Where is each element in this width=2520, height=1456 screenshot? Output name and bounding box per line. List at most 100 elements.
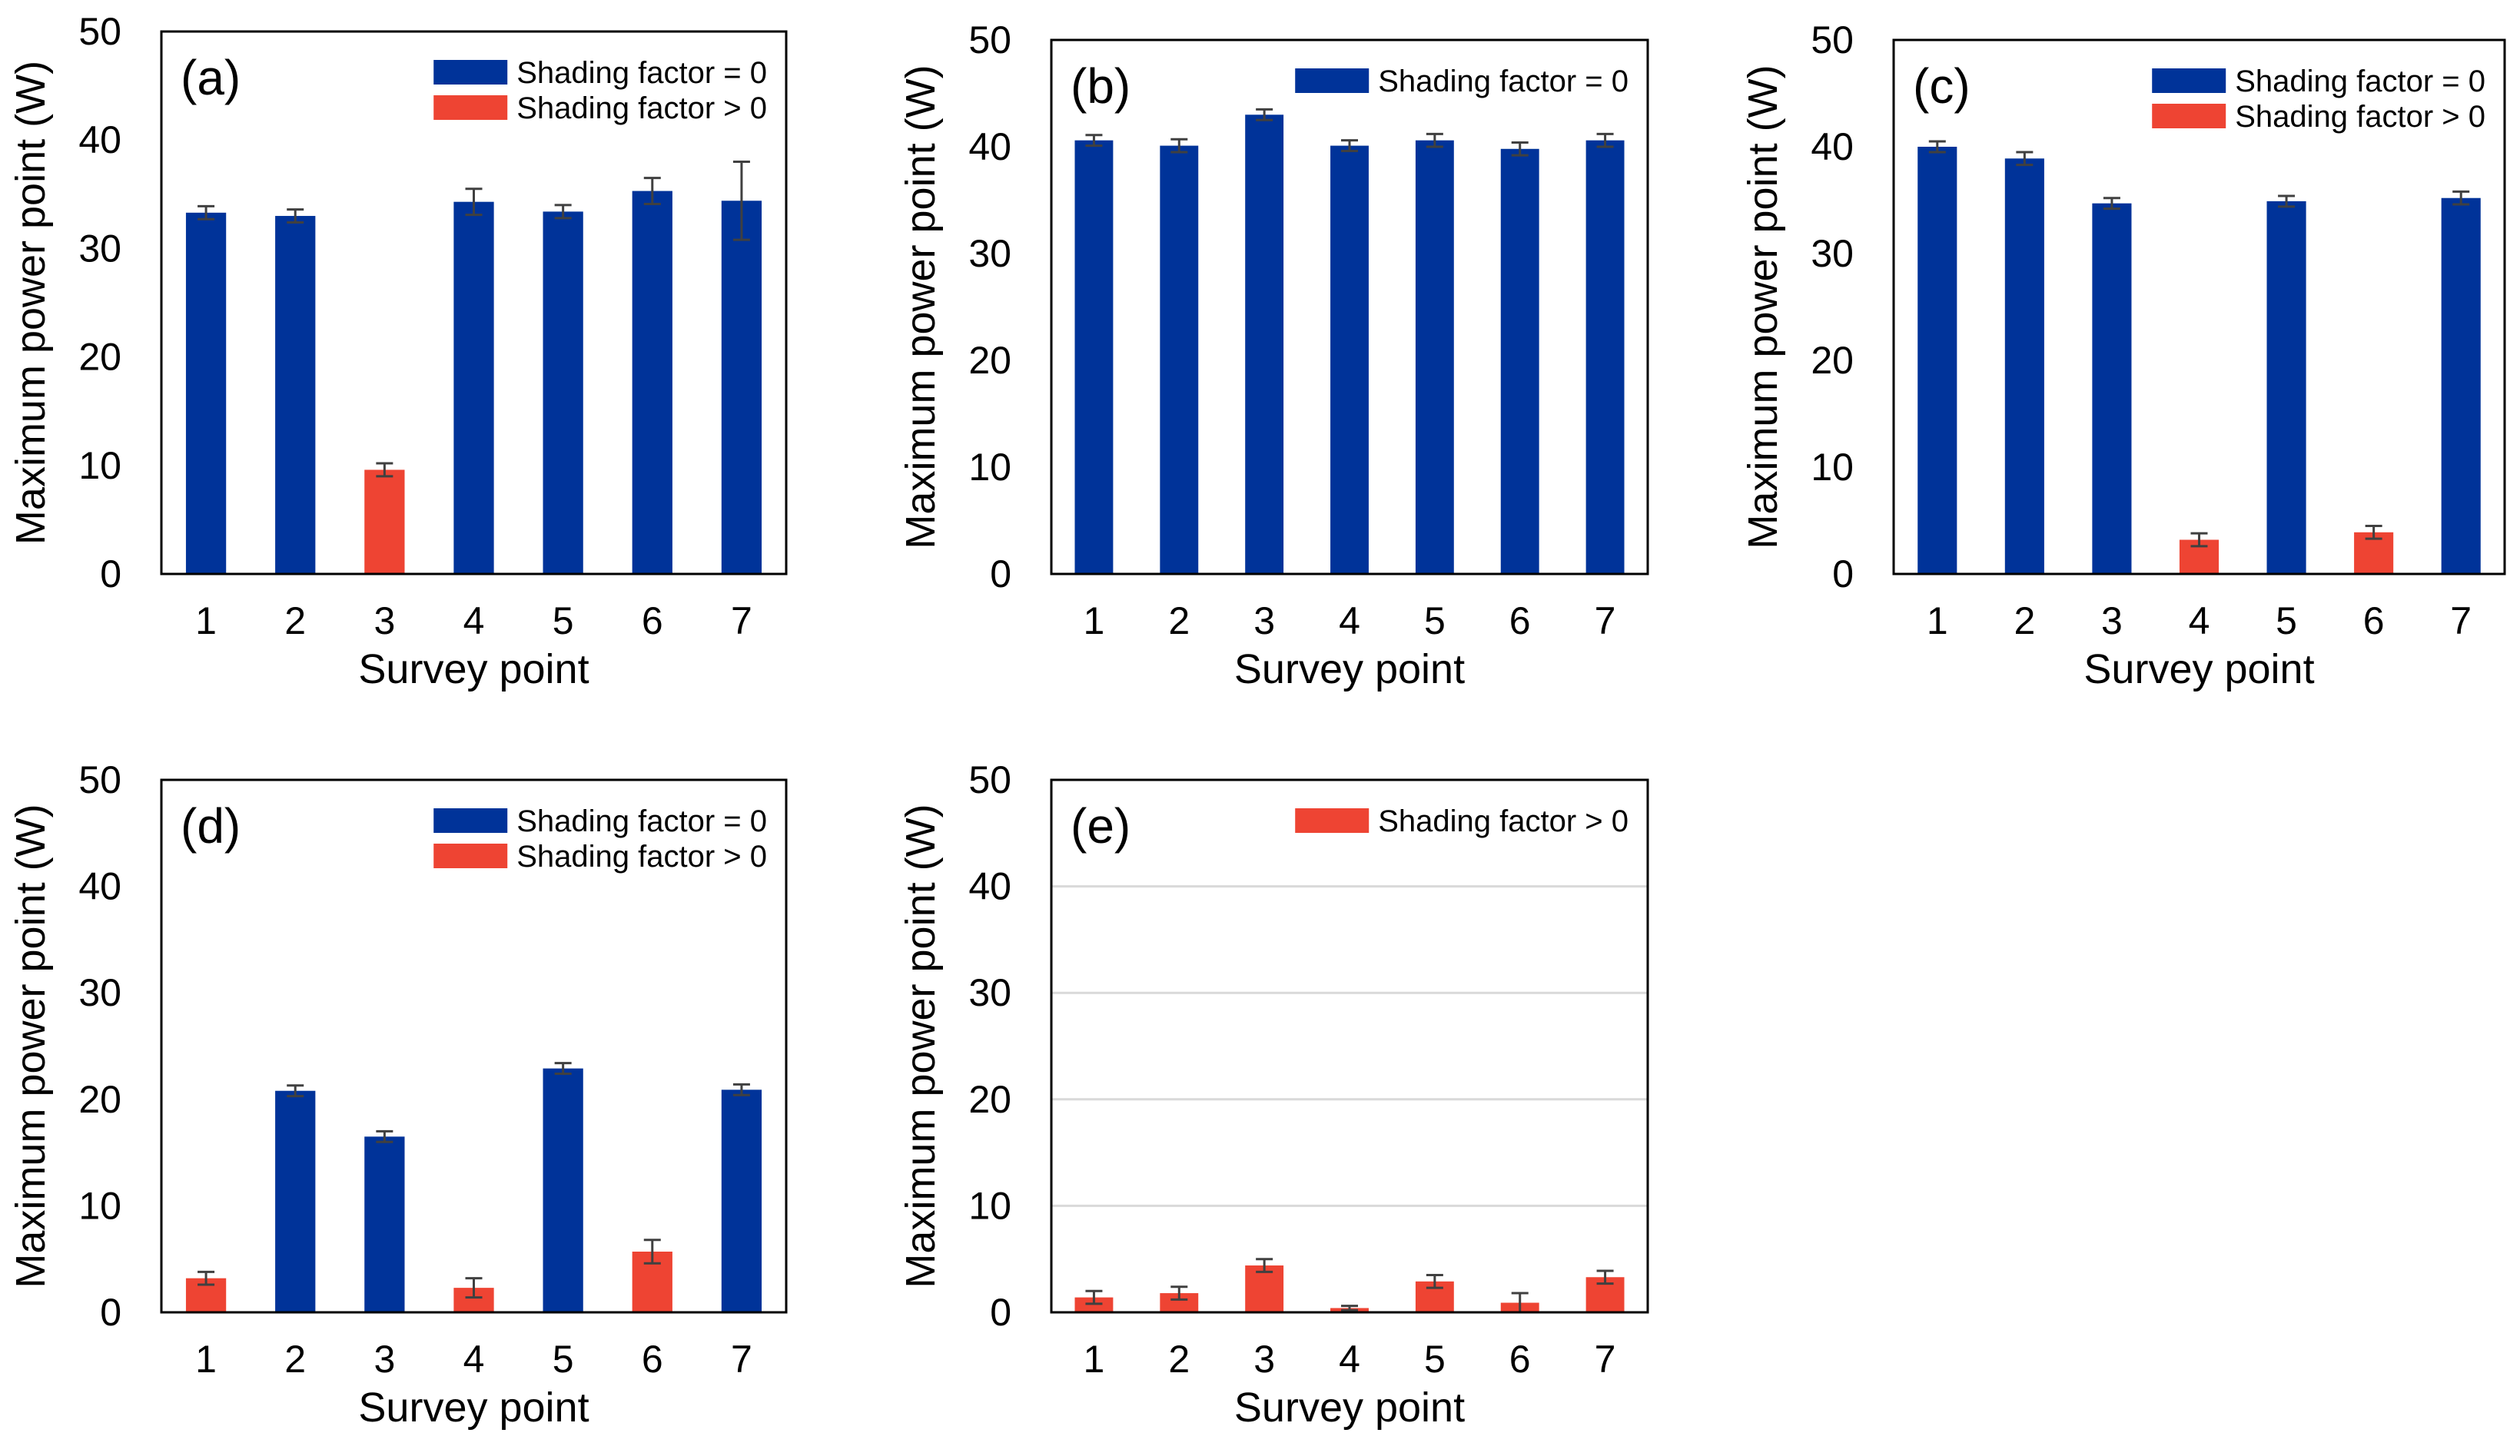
x-tick-label: 6 <box>642 599 663 642</box>
panel-label: (e) <box>1071 798 1131 854</box>
chart-panel-a: 1 2 3 4 5 6 7 0 10 20 30 40 50 Survey point Maximum po… <box>8 10 788 692</box>
y-axis-title: Maximum power point (W) <box>898 804 944 1288</box>
y-tick-label: 0 <box>100 1291 121 1334</box>
y-tick-label: 30 <box>1811 232 1854 275</box>
y-tick-label: 30 <box>968 971 1011 1014</box>
x-axis-title: Survey point <box>2083 646 2314 692</box>
chart-panel-c: 1 2 3 4 5 6 7 0 10 20 30 40 50 Survey point Maximum po… <box>1740 18 2506 692</box>
legend-swatch <box>433 844 508 868</box>
y-axis-title: Maximum power point (W) <box>1740 65 1786 549</box>
bar <box>1917 147 1957 574</box>
plot-frame <box>1050 778 1649 1314</box>
y-tick-label: 0 <box>1832 552 1854 595</box>
x-tick-label: 3 <box>2101 599 2123 642</box>
panel-label: (a) <box>181 50 241 105</box>
y-tick-label: 40 <box>968 865 1011 908</box>
y-tick-label: 30 <box>78 971 121 1014</box>
x-tick-label: 4 <box>1339 1338 1360 1381</box>
x-tick-label: 6 <box>1509 1338 1531 1381</box>
bar <box>543 211 583 574</box>
plot-frame <box>1892 38 2506 575</box>
legend-swatch <box>2152 68 2226 93</box>
y-tick-label: 10 <box>1811 446 1854 489</box>
legend-swatch <box>433 60 508 85</box>
y-tick-label: 20 <box>1811 339 1854 382</box>
x-axis-title: Survey point <box>1234 646 1465 692</box>
x-tick-label: 5 <box>2276 599 2297 642</box>
bar <box>2004 158 2044 575</box>
x-tick-label: 4 <box>463 1338 485 1381</box>
y-tick-label: 10 <box>968 1184 1011 1227</box>
legend-label: Shading factor = 0 <box>1378 65 1629 98</box>
y-tick-label: 40 <box>968 125 1011 168</box>
x-tick-label: 7 <box>731 599 752 642</box>
legend-label: Shading factor > 0 <box>516 91 767 125</box>
x-tick-label: 1 <box>1084 1338 1105 1381</box>
bar <box>364 1136 405 1312</box>
x-tick-label: 6 <box>642 1338 663 1381</box>
legend-swatch <box>433 808 508 833</box>
x-tick-label: 5 <box>553 1338 574 1381</box>
bar <box>1585 140 1625 574</box>
x-axis-title: Survey point <box>358 646 589 692</box>
legend-label: Shading factor = 0 <box>516 804 767 838</box>
legend-label: Shading factor > 0 <box>516 840 767 874</box>
y-tick-label: 40 <box>78 865 121 908</box>
x-tick-label: 7 <box>2450 599 2472 642</box>
x-axis-title: Survey point <box>358 1385 589 1431</box>
bar <box>1415 140 1454 574</box>
y-tick-label: 20 <box>968 339 1011 382</box>
x-tick-label: 7 <box>731 1338 752 1381</box>
y-tick-label: 40 <box>1811 125 1854 168</box>
bar <box>1245 114 1284 575</box>
x-tick-label: 4 <box>1339 599 1360 642</box>
x-tick-label: 2 <box>1168 1338 1190 1381</box>
y-axis-title: Maximum power point (W) <box>8 61 54 545</box>
legend-label: Shading factor = 0 <box>516 56 767 90</box>
panel-label: (b) <box>1071 58 1131 114</box>
bar <box>2266 201 2306 574</box>
legend-label: Shading factor > 0 <box>2235 100 2485 134</box>
bar <box>721 201 762 574</box>
bar <box>1500 148 1539 574</box>
y-tick-label: 50 <box>968 18 1011 61</box>
legend-swatch <box>1295 68 1370 93</box>
x-tick-label: 3 <box>374 1338 395 1381</box>
y-tick-label: 50 <box>1811 18 1854 61</box>
y-tick-label: 0 <box>990 552 1011 595</box>
bar <box>632 191 672 574</box>
y-tick-label: 20 <box>78 336 121 379</box>
bar <box>364 469 405 574</box>
bar <box>543 1068 583 1312</box>
chart-panel-d: 1 2 3 4 5 6 7 0 10 20 30 40 50 Survey point Maximum po… <box>8 758 788 1431</box>
x-tick-label: 5 <box>1424 599 1446 642</box>
y-axis-title: Maximum power point (W) <box>898 65 944 549</box>
x-tick-label: 1 <box>195 1338 217 1381</box>
x-tick-label: 7 <box>1595 1338 1616 1381</box>
plot-frame <box>160 778 788 1314</box>
y-tick-label: 0 <box>100 552 121 595</box>
x-tick-label: 3 <box>1253 599 1275 642</box>
x-tick-label: 1 <box>1927 599 1948 642</box>
y-tick-label: 20 <box>78 1078 121 1121</box>
y-tick-label: 10 <box>78 1184 121 1227</box>
x-tick-label: 5 <box>553 599 574 642</box>
x-tick-label: 2 <box>2014 599 2035 642</box>
panel-label: (c) <box>1913 58 1971 114</box>
panel-label: (d) <box>181 798 241 854</box>
y-axis-title: Maximum power point (W) <box>8 804 54 1288</box>
bar <box>2092 203 2132 574</box>
x-tick-label: 5 <box>1424 1338 1446 1381</box>
bar <box>1074 140 1114 574</box>
y-tick-label: 30 <box>78 227 121 270</box>
x-tick-label: 6 <box>1509 599 1531 642</box>
x-tick-label: 1 <box>1084 599 1105 642</box>
y-tick-label: 10 <box>78 444 121 487</box>
bar <box>453 201 494 574</box>
y-tick-label: 30 <box>968 232 1011 275</box>
legend-swatch <box>1295 808 1370 833</box>
legend-label: Shading factor > 0 <box>1378 804 1629 838</box>
bar <box>1330 145 1369 575</box>
x-tick-label: 4 <box>2189 599 2210 642</box>
